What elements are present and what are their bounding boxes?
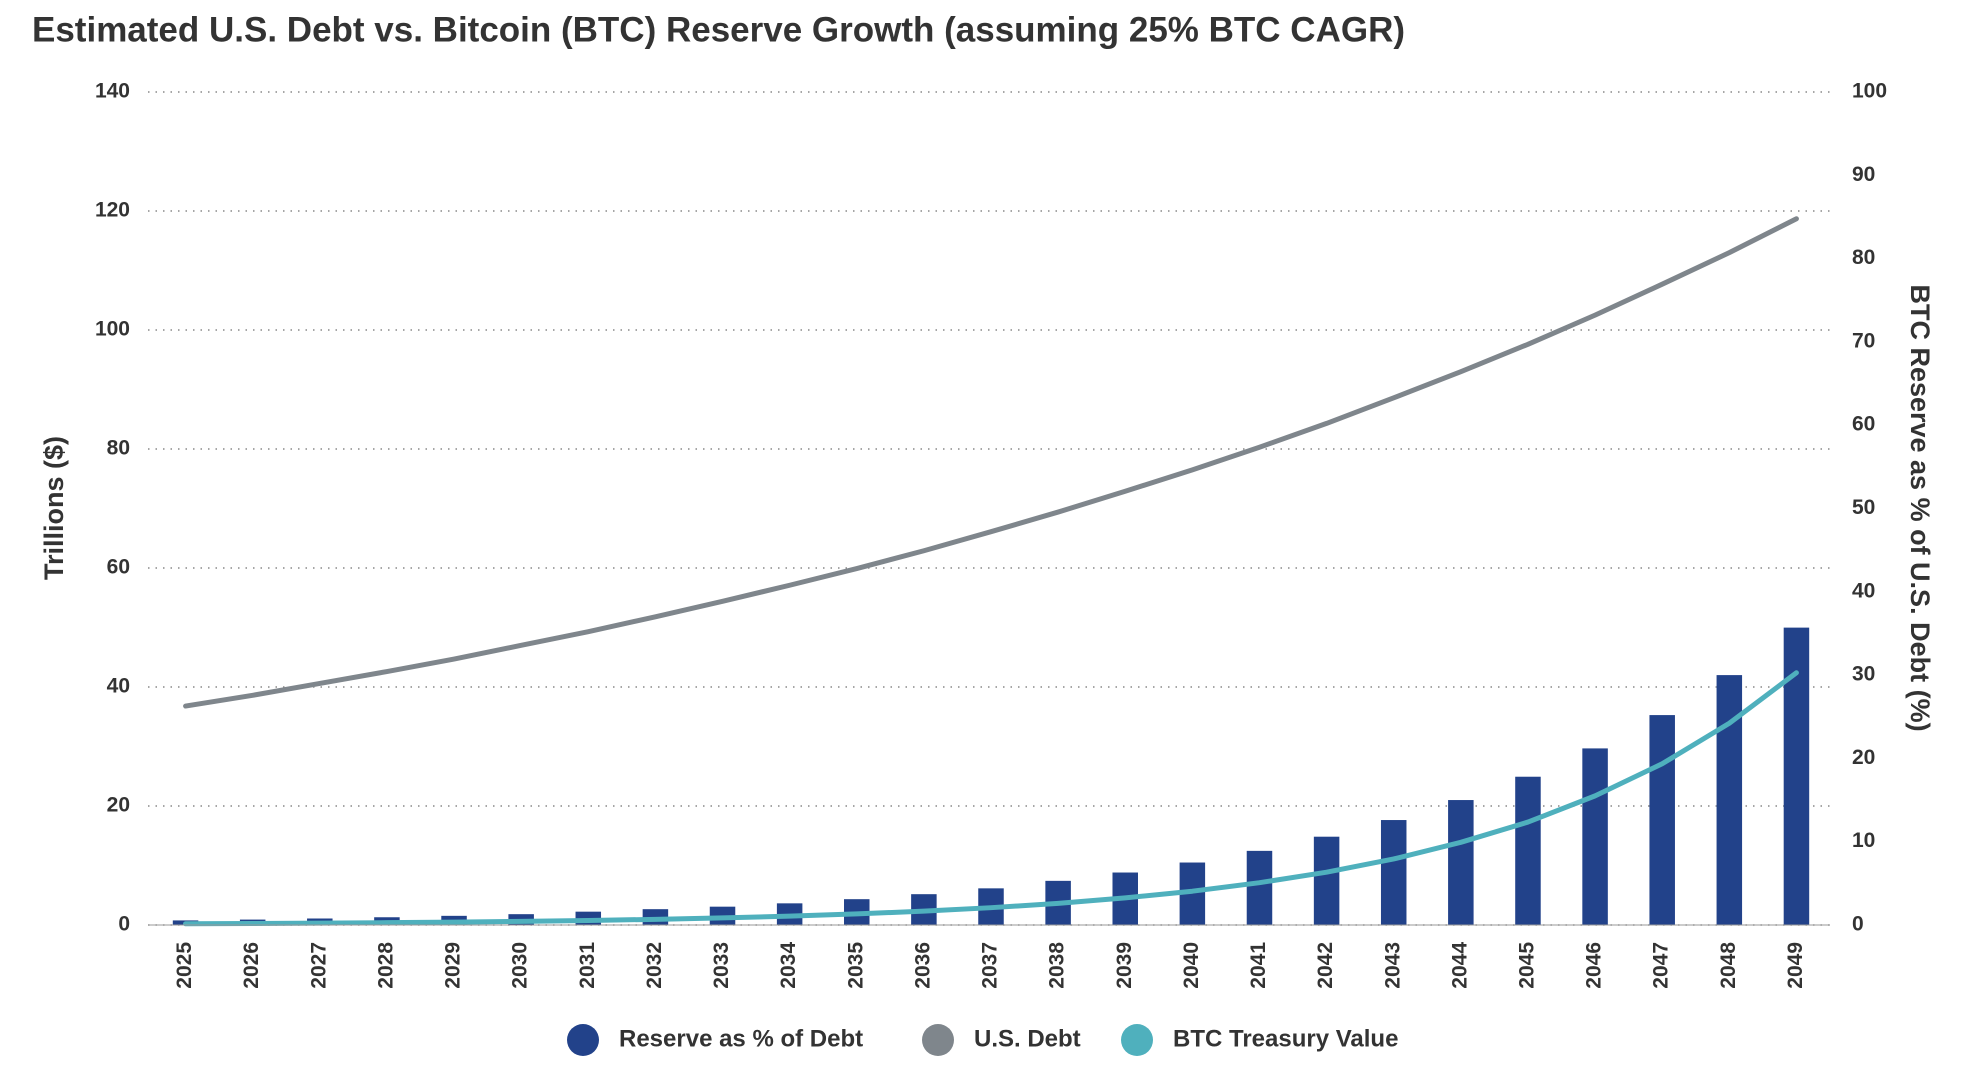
y-tick-label: 140: [95, 80, 130, 103]
y2-tick-label: 10: [1852, 829, 1875, 852]
x-tick-label: 2039: [1113, 942, 1136, 989]
legend-marker: [567, 1024, 599, 1056]
bar: [1649, 715, 1675, 925]
x-tick-label: 2048: [1717, 942, 1740, 989]
x-tick-label: 2030: [509, 942, 532, 989]
y2-tick-label: 20: [1852, 746, 1875, 769]
bar: [1448, 800, 1474, 925]
x-tick-label: 2047: [1650, 942, 1673, 989]
bar: [1380, 820, 1407, 925]
legend-label: U.S. Debt: [974, 1025, 1081, 1052]
x-tick-label: 2046: [1583, 942, 1606, 989]
y2-tick-label: 30: [1852, 663, 1875, 686]
y-tick-label: 20: [107, 794, 130, 817]
y-tick-label: 80: [107, 437, 130, 460]
x-tick-label: 2035: [844, 942, 867, 989]
line: [183, 670, 1799, 927]
x-tick-label: 2028: [374, 942, 397, 989]
x-tick-label: 2027: [307, 942, 330, 989]
bar: [1313, 836, 1340, 925]
y2-tick-label: 100: [1852, 80, 1887, 103]
x-tick-label: 2038: [1046, 942, 1069, 989]
bar: [1246, 850, 1273, 925]
x-tick-label: 2025: [173, 942, 196, 989]
y2-tick-label: 70: [1852, 329, 1875, 352]
y-axis-title: Trillions ($): [39, 436, 69, 580]
x-tick-label: 2036: [911, 942, 934, 989]
legend-label: BTC Treasury Value: [1173, 1025, 1398, 1052]
y2-tick-label: 90: [1852, 163, 1875, 186]
legend-marker: [922, 1024, 954, 1056]
x-tick-label: 2044: [1448, 942, 1471, 989]
y2-tick-label: 60: [1852, 413, 1875, 436]
y2-tick-label: 50: [1852, 496, 1875, 519]
bar: [1716, 675, 1743, 925]
x-tick-label: 2040: [1180, 942, 1203, 989]
x-tick-label: 2045: [1516, 942, 1539, 989]
x-tick-label: 2031: [576, 942, 599, 989]
legend-label: Reserve as % of Debt: [619, 1025, 863, 1052]
x-tick-label: 2026: [240, 942, 263, 989]
y-tick-label: 120: [95, 199, 130, 222]
y2-axis-title: BTC Reserve as % of U.S. Debt (%): [1905, 284, 1935, 731]
y-tick-label: 60: [107, 556, 130, 579]
x-tick-label: 2037: [979, 942, 1002, 989]
y2-tick-label: 80: [1852, 246, 1875, 269]
y-tick-label: 0: [118, 913, 130, 936]
bar: [1582, 748, 1608, 925]
x-tick-label: 2032: [643, 942, 666, 989]
x-tick-label: 2043: [1381, 942, 1404, 989]
x-tick-label: 2033: [710, 942, 733, 989]
line: [183, 216, 1799, 709]
chart-title: Estimated U.S. Debt vs. Bitcoin (BTC) Re…: [32, 10, 1405, 49]
x-tick-label: 2049: [1784, 942, 1807, 989]
x-tick-label: 2041: [1247, 942, 1270, 989]
bar: [1515, 776, 1541, 925]
x-tick-label: 2034: [777, 942, 800, 989]
legend-marker: [1121, 1024, 1153, 1056]
y-tick-label: 40: [107, 675, 130, 698]
y2-tick-label: 0: [1852, 913, 1864, 936]
x-tick-label: 2029: [442, 942, 465, 989]
y2-tick-label: 40: [1852, 579, 1875, 602]
x-tick-label: 2042: [1314, 942, 1337, 989]
y-tick-label: 100: [95, 318, 130, 341]
